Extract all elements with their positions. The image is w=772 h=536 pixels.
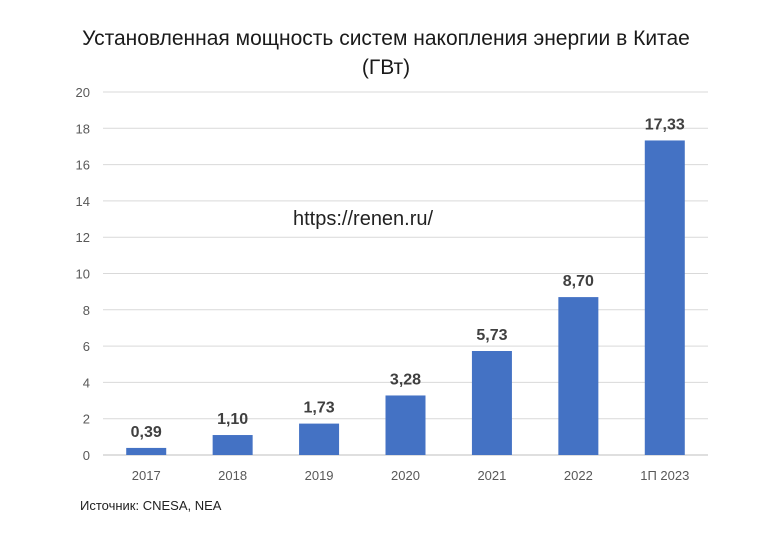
data-label: 1,73: [304, 400, 335, 417]
chart-title-line2: (ГВт): [361, 56, 411, 79]
x-tick-label: 2022: [564, 468, 593, 483]
source-note: Источник: CNESA, NEA: [80, 498, 222, 513]
y-tick-label: 16: [76, 158, 90, 173]
bar: [558, 297, 599, 455]
y-tick-label: 10: [76, 267, 90, 282]
x-tick-label: 2018: [218, 468, 247, 483]
y-tick-label: 4: [83, 375, 90, 390]
bar: [212, 435, 253, 455]
y-tick-label: 12: [76, 230, 90, 245]
x-tick-label: 1П 2023: [640, 468, 689, 483]
chart-title-line1: Установленная мощность систем накопления…: [82, 27, 690, 50]
bar: [471, 351, 512, 455]
data-label: 1,10: [217, 411, 248, 428]
watermark-url: https://renen.ru/: [293, 208, 434, 230]
y-tick-label: 2: [83, 412, 90, 427]
x-tick-label: 2019: [305, 468, 334, 483]
data-label: 8,70: [563, 273, 594, 290]
y-tick-label: 18: [76, 121, 90, 136]
x-tick-label: 2020: [391, 468, 420, 483]
bar: [385, 395, 426, 455]
data-label: 3,28: [390, 371, 421, 388]
y-tick-label: 0: [83, 448, 90, 463]
data-label: 17,33: [645, 116, 685, 133]
y-tick-label: 6: [83, 339, 90, 354]
x-tick-label: 2021: [477, 468, 506, 483]
data-label: 5,73: [476, 327, 507, 344]
bar: [644, 140, 685, 455]
y-tick-label: 8: [83, 303, 90, 318]
y-tick-label: 14: [76, 194, 90, 209]
bar: [299, 423, 340, 455]
data-label: 0,39: [131, 424, 162, 441]
y-tick-label: 20: [76, 85, 90, 100]
bar: [126, 447, 167, 455]
x-tick-label: 2017: [132, 468, 161, 483]
